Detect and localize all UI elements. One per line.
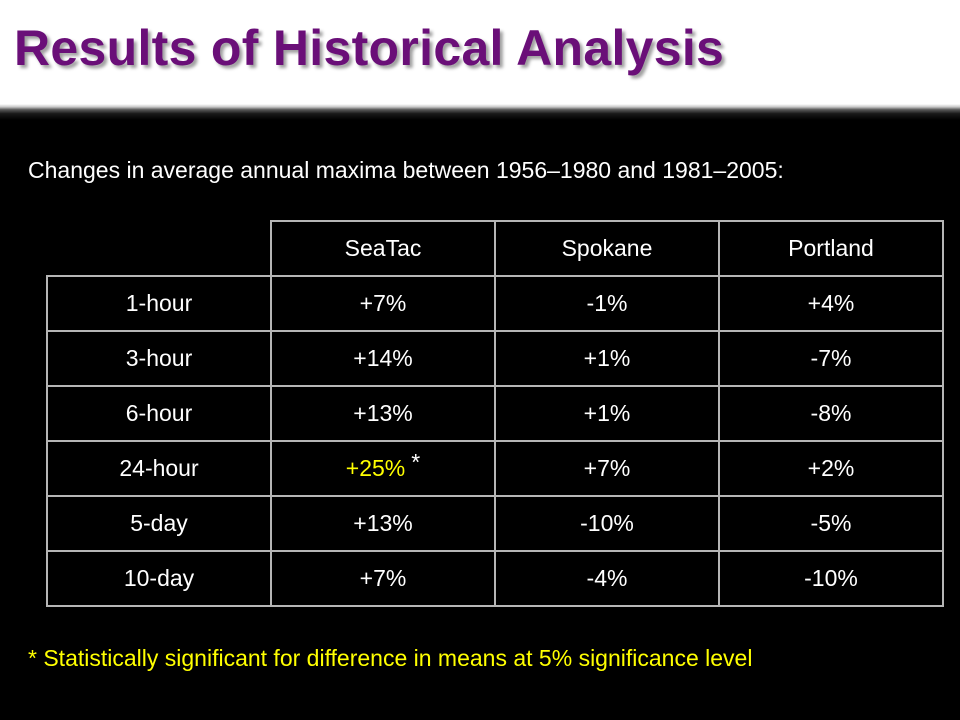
table-cell: +2%: [718, 440, 944, 497]
table-cell: +1%: [494, 385, 720, 442]
row-label: 10-day: [46, 550, 272, 607]
table-cell: +7%: [494, 440, 720, 497]
slide-title: Results of Historical Analysis: [14, 20, 725, 76]
table-row: 5-day +13% -10% -5%: [46, 495, 944, 552]
title-divider: [0, 104, 960, 120]
table-header-row: SeaTac Spokane Portland: [47, 220, 944, 277]
row-label: 6-hour: [46, 385, 272, 442]
table-cell: -10%: [718, 550, 944, 607]
slide-subtitle: Changes in average annual maxima between…: [28, 157, 784, 183]
table-cell: +1%: [494, 330, 720, 387]
table-cell: -10%: [494, 495, 720, 552]
row-label: 5-day: [46, 495, 272, 552]
table-cell: +14%: [270, 330, 496, 387]
table-row: 6-hour +13% +1% -8%: [46, 385, 944, 442]
table-cell: +13%: [270, 495, 496, 552]
results-table: SeaTac Spokane Portland 1-hour +7% -1% +…: [46, 220, 944, 607]
column-header-portland: Portland: [718, 220, 944, 277]
table-corner-cell: [47, 221, 272, 277]
column-header-spokane: Spokane: [494, 220, 720, 277]
table-cell: +13%: [270, 385, 496, 442]
table-cell: +4%: [718, 275, 944, 332]
table-cell: +7%: [270, 550, 496, 607]
row-label: 1-hour: [46, 275, 272, 332]
table-cell: +7%: [270, 275, 496, 332]
significance-footnote: * Statistically significant for differen…: [28, 645, 753, 671]
table-cell: -5%: [718, 495, 944, 552]
significance-marker: *: [411, 449, 421, 475]
table-cell: -1%: [494, 275, 720, 332]
table-row: 1-hour +7% -1% +4%: [46, 275, 944, 332]
column-header-seatac: SeaTac: [270, 220, 496, 277]
row-label: 24-hour: [46, 440, 272, 497]
table-row: 10-day +7% -4% -10%: [46, 550, 944, 607]
title-bar: Results of Historical Analysis: [0, 0, 960, 104]
table-row: 3-hour +14% +1% -7%: [46, 330, 944, 387]
row-label: 3-hour: [46, 330, 272, 387]
table-cell: -4%: [494, 550, 720, 607]
table-cell-significant: +25% *: [270, 440, 496, 497]
table-cell: -7%: [718, 330, 944, 387]
table-cell: -8%: [718, 385, 944, 442]
significant-value: +25%: [345, 455, 406, 481]
table-row: 24-hour +25% * +7% +2%: [46, 440, 944, 497]
